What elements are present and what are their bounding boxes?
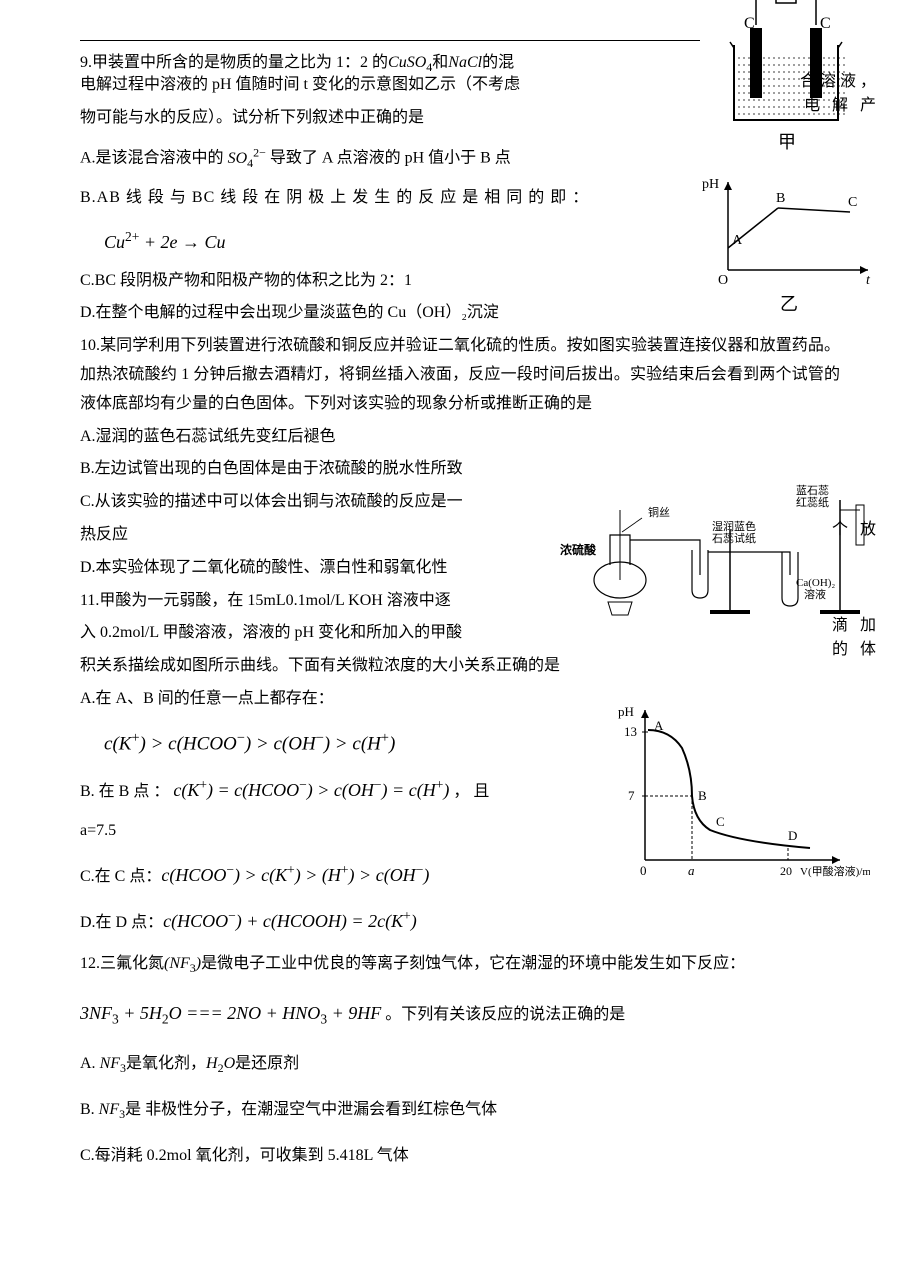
svg-text:溶液: 溶液 xyxy=(804,587,826,601)
svg-text:蓝石蕊: 蓝石蕊 xyxy=(796,484,829,497)
q10-optB: B.左边试管出现的白色固体是由于浓硫酸的脱水性所致 xyxy=(80,455,560,484)
svg-text:B: B xyxy=(698,788,707,803)
svg-text:甲: 甲 xyxy=(778,132,796,152)
svg-text:C: C xyxy=(716,814,725,829)
svg-text:Ca(OH)₂: Ca(OH)₂ xyxy=(796,577,835,589)
svg-text:O: O xyxy=(718,273,728,288)
svg-text:pH: pH xyxy=(618,704,634,719)
svg-text:A: A xyxy=(654,718,664,733)
q12-optC: C.每消耗 0.2mol 氧化剂，可收集到 5.418L 气体 xyxy=(80,1142,840,1171)
q12-optB: B. NF3是 非极性分子，在潮湿空气中泄漏会看到红棕色气体 xyxy=(80,1096,840,1126)
svg-text:0: 0 xyxy=(640,863,647,878)
svg-text:20: 20 xyxy=(780,864,792,878)
q11-l2: 入 0.2mol/L 甲酸溶液，溶液的 pH 变化和所加入的甲酸 xyxy=(80,619,560,648)
svg-text:pH: pH xyxy=(702,177,719,192)
q12-l1: 12.三氟化氮(NF3)是微电子工业中优良的等离子刻蚀气体，它在潮湿的环境中能发… xyxy=(80,950,840,980)
svg-text:湿润蓝色: 湿润蓝色 xyxy=(712,519,756,533)
figure-ph-time: pH O t A B C 乙 xyxy=(700,170,860,331)
svg-text:t: t xyxy=(866,273,871,288)
svg-text:V(甲酸溶液)/mL: V(甲酸溶液)/mL xyxy=(800,864,870,878)
figure-apparatus: 铜丝 浓硫酸 湿润蓝色 石蕊试纸 蓝石蕊 红蕊纸 Ca(OH)₂ 溶液 xyxy=(560,480,880,641)
svg-text:C: C xyxy=(848,195,857,210)
q10-stem: 10.某同学利用下列装置进行浓硫酸和铜反应并验证二氧化硫的性质。按如图实验装置连… xyxy=(80,332,840,418)
q10-optC2: 热反应 xyxy=(80,521,560,550)
svg-text:乙: 乙 xyxy=(780,294,798,314)
svg-text:a: a xyxy=(688,863,695,878)
q11-optD: D.在 D 点：c(HCOO−) + c(HCOOH) = 2c(K+) xyxy=(80,904,840,938)
q12-eq: 3NF3 + 5H2O === 2NO + HNO3 + 9HF 。下列有关该反… xyxy=(80,997,840,1032)
q9-line2: 电解过程中溶液的 pH 值随时间 t 变化的示意图如乙示（不考虑 xyxy=(80,71,640,100)
svg-text:浓硫酸: 浓硫酸 xyxy=(560,542,597,557)
q10-optA: A.湿润的蓝色石蕊试纸先变红后褪色 xyxy=(80,423,560,452)
figure-electrolysis: C C 甲 xyxy=(720,0,880,171)
svg-text:B: B xyxy=(776,191,785,206)
svg-text:13: 13 xyxy=(624,724,637,739)
q12-optA: A. NF3是氧化剂，H2O是还原剂 xyxy=(80,1050,840,1080)
q9-line3: 物可能与水的反应）。试分析下列叙述中正确的是 xyxy=(80,104,640,133)
q10-optC1: C.从该实验的描述中可以体会出铜与浓硫酸的反应是一 xyxy=(80,488,560,517)
svg-text:A: A xyxy=(732,233,743,248)
svg-text:石蕊试纸: 石蕊试纸 xyxy=(712,532,756,545)
q11-l1: 11.甲酸为一元弱酸，在 15mL0.1mol/L KOH 溶液中逐 xyxy=(80,587,560,616)
svg-text:D: D xyxy=(788,828,797,843)
svg-text:7: 7 xyxy=(628,788,635,803)
svg-text:红蕊纸: 红蕊纸 xyxy=(796,496,829,509)
q11-l3: 积关系描绘成如图所示曲线。下面有关微粒浓度的大小关系正确的是 xyxy=(80,652,840,681)
figure-titration: pH 13 7 A B C D 0 a 20 V(甲酸溶液)/mL xyxy=(610,700,870,901)
svg-text:铜丝: 铜丝 xyxy=(648,505,670,519)
